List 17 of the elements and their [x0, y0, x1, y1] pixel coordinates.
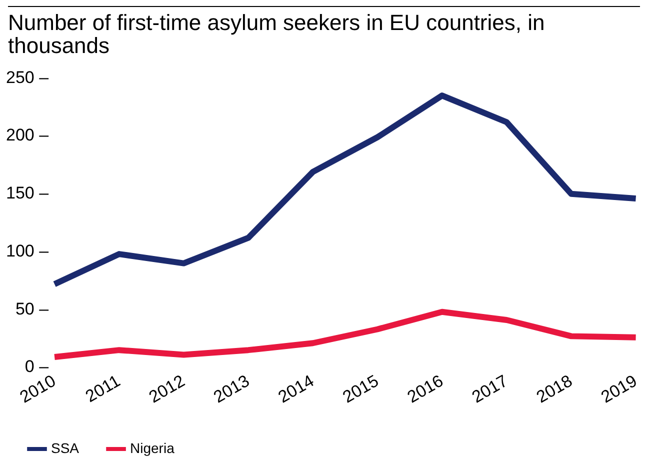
- y-tick-label: 150 –: [6, 184, 50, 203]
- y-tick-label: 50 –: [15, 299, 50, 318]
- x-tick-label: 2015: [340, 371, 382, 407]
- y-tick-label: 250 –: [6, 68, 50, 87]
- legend-label: Nigeria: [130, 440, 175, 456]
- x-tick-label: 2018: [533, 371, 576, 407]
- x-tick-label: 2011: [82, 371, 124, 406]
- legend-label: SSA: [51, 440, 80, 456]
- x-tick-label: 2019: [598, 371, 640, 407]
- x-tick-label: 2017: [468, 371, 511, 407]
- y-tick-label: 100 –: [6, 241, 50, 260]
- y-tick-label: 200 –: [6, 126, 50, 145]
- x-tick-label: 2014: [274, 371, 318, 407]
- x-tick-label: 2013: [210, 371, 253, 407]
- chart-title: Number of first-time asylum seekers in EU countries, in thousands: [8, 6, 640, 58]
- x-tick-label: 2012: [146, 371, 188, 407]
- x-tick-label: 2016: [404, 371, 446, 407]
